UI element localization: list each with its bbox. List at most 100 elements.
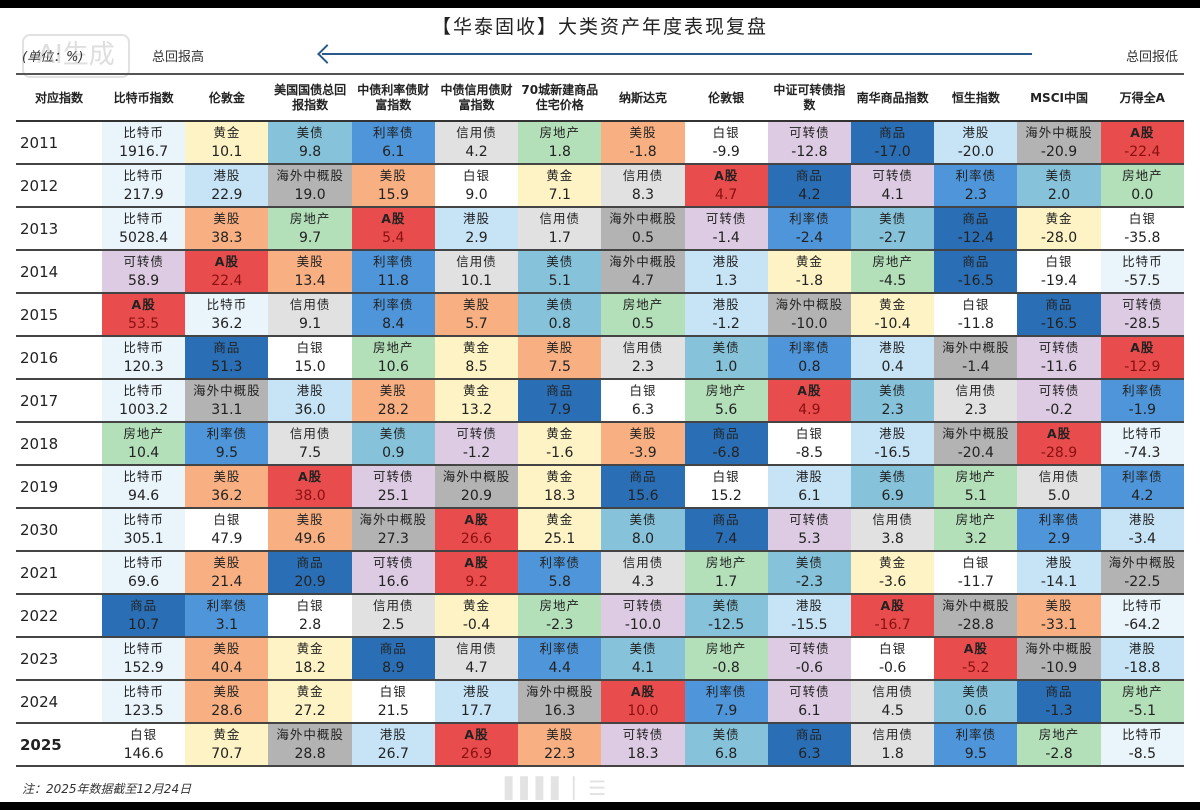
asset-name: 美债 — [712, 597, 740, 613]
asset-cell: 美债 6.9 — [851, 465, 935, 509]
asset-name: 美股 — [379, 382, 407, 398]
asset-cell: 黄金 -1.8 — [767, 250, 851, 294]
asset-return-value: -12.8 — [791, 143, 828, 160]
asset-return-value: 18.2 — [294, 659, 326, 676]
asset-name: 海外中概股 — [942, 339, 1010, 355]
table-row: 2025 白银 146.6 黄金 70.7 海外中概股 28.8 港股 26.7 A股 26.9 美股… — [16, 723, 1184, 767]
asset-return-value: 6.1 — [382, 143, 405, 160]
asset-name: 比特币 — [123, 210, 164, 226]
asset-name: 可转债 — [789, 683, 830, 699]
asset-return-value: -14.1 — [1040, 573, 1078, 590]
asset-cell: 可转债 6.1 — [767, 680, 851, 724]
column-header: 恒生指数 — [934, 76, 1018, 122]
asset-cell: A股 -5.2 — [934, 637, 1018, 681]
asset-cell: 信用债 3.8 — [851, 508, 935, 552]
asset-return-value: 69.6 — [128, 573, 160, 590]
asset-name: 美债 — [879, 210, 907, 226]
asset-return-value: 1.8 — [881, 745, 904, 762]
asset-cell: 美股 22.3 — [518, 723, 602, 767]
asset-return-value: -11.6 — [1040, 358, 1078, 375]
asset-cell: 比特币 -74.3 — [1100, 422, 1184, 466]
asset-name: 利率债 — [1122, 468, 1163, 484]
asset-name: 信用债 — [373, 597, 414, 613]
column-header: 中债信用债财富指数 — [434, 76, 519, 122]
asset-name: 利率债 — [789, 210, 830, 226]
asset-name: 比特币 — [206, 296, 248, 312]
asset-return-value: -3.9 — [629, 444, 657, 461]
asset-cell: 港股 -18.8 — [1100, 637, 1184, 681]
year-label: 2011 — [16, 121, 103, 165]
asset-cell: 利率债 4.2 — [1100, 465, 1184, 509]
asset-return-value: 15.2 — [710, 487, 742, 504]
asset-cell: 利率债 7.9 — [684, 680, 768, 724]
asset-cell: 港股 22.9 — [185, 164, 269, 208]
asset-return-value: 2.3 — [631, 358, 655, 375]
asset-cell: 港股 36.0 — [268, 379, 352, 423]
asset-cell: 美股 -1.8 — [601, 121, 685, 165]
asset-return-value: -10.4 — [874, 315, 911, 332]
asset-cell: 海外中概股 -28.8 — [934, 594, 1018, 638]
asset-cell: 美债 -2.3 — [767, 551, 851, 595]
asset-return-value: -1.2 — [462, 444, 491, 461]
asset-name: 港股 — [1128, 511, 1156, 527]
asset-name: 房地产 — [289, 210, 331, 226]
year-label: 2017 — [16, 379, 103, 423]
asset-cell: 利率债 9.5 — [185, 422, 269, 466]
asset-name: 利率债 — [206, 597, 248, 613]
asset-name: 信用债 — [872, 511, 913, 527]
asset-name: 比特币 — [123, 468, 164, 484]
asset-return-value: 8.0 — [631, 530, 655, 547]
table-row: 2016 比特币 120.3 商品 51.3 白银 15.0 房地产 10.6 黄金 8.5 美股 7.… — [16, 336, 1184, 380]
asset-cell: 商品 -1.3 — [1017, 680, 1101, 724]
column-header: 中债利率债财富指数 — [351, 76, 435, 122]
asset-return-value: 5.4 — [382, 229, 405, 246]
asset-name: 可转债 — [789, 511, 830, 527]
unit-label: (单位：%) — [22, 50, 84, 65]
asset-return-value: 15.6 — [627, 487, 659, 504]
asset-cell: 美股 49.6 — [268, 508, 352, 552]
table-row: 2030 比特币 305.1 白银 47.9 美股 49.6 海外中概股 27.3 A股 26.6 黄… — [16, 508, 1184, 552]
year-label: 2014 — [16, 250, 103, 294]
asset-return-value: -16.5 — [1040, 315, 1078, 332]
asset-name: 美股 — [213, 683, 241, 699]
asset-return-value: -16.5 — [957, 272, 994, 289]
asset-return-value: 22.3 — [544, 745, 576, 762]
asset-return-value: -1.3 — [1045, 702, 1073, 719]
asset-cell: 信用债 2.3 — [601, 336, 685, 380]
asset-cell: 商品 -6.8 — [684, 422, 768, 466]
asset-name: 利率债 — [1122, 382, 1163, 398]
asset-cell: 美债 0.9 — [351, 422, 435, 466]
asset-return-value: -74.3 — [1124, 444, 1161, 461]
asset-return-value: 5.7 — [465, 315, 488, 332]
asset-name: 海外中概股 — [1108, 554, 1177, 570]
asset-return-value: -1.9 — [1128, 401, 1156, 418]
asset-name: 比特币 — [1122, 726, 1163, 742]
asset-name: 可转债 — [872, 167, 913, 183]
asset-return-value: 4.9 — [798, 401, 821, 418]
asset-name: 白银 — [879, 640, 907, 656]
asset-name: 港股 — [296, 382, 324, 398]
asset-cell: 可转债 -11.6 — [1017, 336, 1101, 380]
column-header: 比特币指数 — [102, 76, 186, 122]
asset-return-value: 7.4 — [715, 530, 738, 547]
asset-cell: 白银 -35.8 — [1100, 207, 1184, 251]
asset-cell: 美债 0.6 — [934, 680, 1018, 724]
asset-return-value: -12.9 — [1124, 358, 1161, 375]
asset-cell: 黄金 -3.6 — [851, 551, 935, 595]
asset-name: 房地产 — [539, 124, 580, 140]
asset-return-value: -1.8 — [795, 272, 824, 289]
asset-name: 比特币 — [1122, 597, 1163, 613]
asset-cell: 白银 -8.5 — [767, 422, 851, 466]
asset-return-value: 49.6 — [294, 530, 326, 547]
asset-return-value: 22.9 — [211, 186, 243, 203]
asset-return-value: -8.5 — [1128, 745, 1156, 762]
table-row: 2024 比特币 123.5 美股 28.6 黄金 27.2 白银 21.5 港股 17.7 海外中概… — [16, 680, 1184, 724]
asset-cell: 港股 -1.2 — [684, 293, 768, 337]
asset-return-value: 10.1 — [211, 143, 243, 160]
asset-cell: 商品 8.9 — [351, 637, 435, 681]
asset-return-value: 21.4 — [211, 573, 243, 590]
asset-cell: 白银 21.5 — [351, 680, 435, 724]
asset-cell: 可转债 18.3 — [601, 723, 685, 767]
asset-return-value: 4.7 — [631, 272, 655, 289]
asset-name: A股 — [714, 167, 739, 183]
